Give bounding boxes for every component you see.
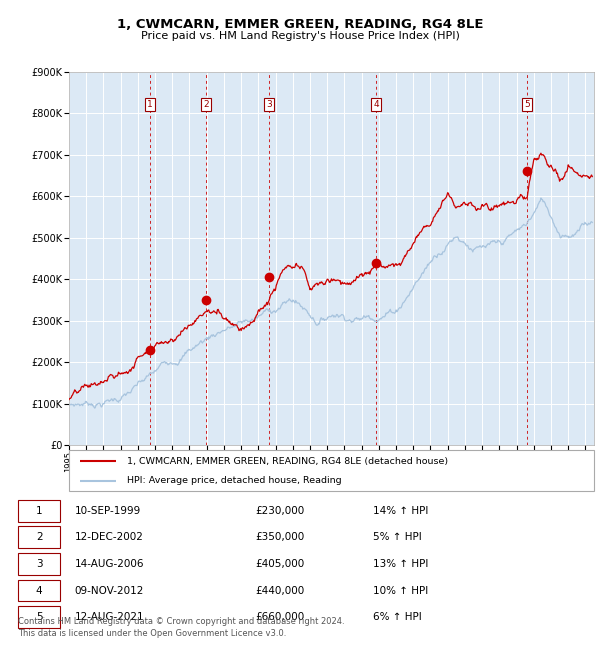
FancyBboxPatch shape [18,553,60,575]
Text: £350,000: £350,000 [255,532,304,542]
FancyBboxPatch shape [18,500,60,521]
Text: 12-AUG-2021: 12-AUG-2021 [74,612,144,622]
Text: 5: 5 [36,612,43,622]
Text: £440,000: £440,000 [255,586,304,595]
FancyBboxPatch shape [69,450,594,491]
Text: Contains HM Land Registry data © Crown copyright and database right 2024.
This d: Contains HM Land Registry data © Crown c… [18,618,344,638]
Text: 5: 5 [524,100,530,109]
FancyBboxPatch shape [18,580,60,601]
Text: 4: 4 [36,586,43,595]
Text: 14% ↑ HPI: 14% ↑ HPI [373,506,428,515]
Text: 1, CWMCARN, EMMER GREEN, READING, RG4 8LE (detached house): 1, CWMCARN, EMMER GREEN, READING, RG4 8L… [127,457,448,466]
Text: 12-DEC-2002: 12-DEC-2002 [74,532,143,542]
Text: 6% ↑ HPI: 6% ↑ HPI [373,612,422,622]
Text: 09-NOV-2012: 09-NOV-2012 [74,586,144,595]
Text: 13% ↑ HPI: 13% ↑ HPI [373,559,428,569]
Text: 10-SEP-1999: 10-SEP-1999 [74,506,140,515]
Text: 2: 2 [203,100,209,109]
Text: HPI: Average price, detached house, Reading: HPI: Average price, detached house, Read… [127,476,341,485]
Text: £405,000: £405,000 [255,559,304,569]
Text: £230,000: £230,000 [255,506,304,515]
Text: 5% ↑ HPI: 5% ↑ HPI [373,532,422,542]
Text: 10% ↑ HPI: 10% ↑ HPI [373,586,428,595]
FancyBboxPatch shape [18,526,60,548]
Text: 1: 1 [147,100,152,109]
Text: £660,000: £660,000 [255,612,304,622]
Text: 14-AUG-2006: 14-AUG-2006 [74,559,144,569]
Text: 2: 2 [36,532,43,542]
Text: 4: 4 [374,100,379,109]
Text: 1, CWMCARN, EMMER GREEN, READING, RG4 8LE: 1, CWMCARN, EMMER GREEN, READING, RG4 8L… [117,18,483,31]
Text: Price paid vs. HM Land Registry's House Price Index (HPI): Price paid vs. HM Land Registry's House … [140,31,460,41]
FancyBboxPatch shape [18,606,60,628]
Text: 1: 1 [36,506,43,515]
Text: 3: 3 [266,100,272,109]
Text: 3: 3 [36,559,43,569]
